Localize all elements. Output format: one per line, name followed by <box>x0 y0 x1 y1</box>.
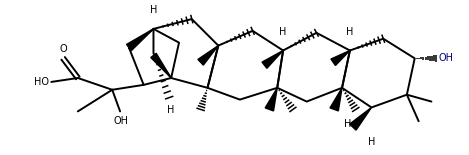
Text: H: H <box>344 119 352 129</box>
Polygon shape <box>262 51 283 68</box>
Text: OH: OH <box>113 116 129 126</box>
Text: OH: OH <box>439 53 453 63</box>
Text: H: H <box>346 27 354 37</box>
Text: H: H <box>150 5 157 15</box>
Polygon shape <box>265 88 277 111</box>
Text: O: O <box>59 44 67 54</box>
Text: H: H <box>280 27 287 37</box>
Polygon shape <box>330 88 342 111</box>
Polygon shape <box>151 53 171 78</box>
Polygon shape <box>331 51 350 65</box>
Polygon shape <box>127 29 153 51</box>
Polygon shape <box>198 46 218 65</box>
Text: H: H <box>368 137 375 147</box>
Text: H: H <box>167 104 175 115</box>
Text: HO: HO <box>34 77 49 87</box>
Polygon shape <box>349 107 371 130</box>
